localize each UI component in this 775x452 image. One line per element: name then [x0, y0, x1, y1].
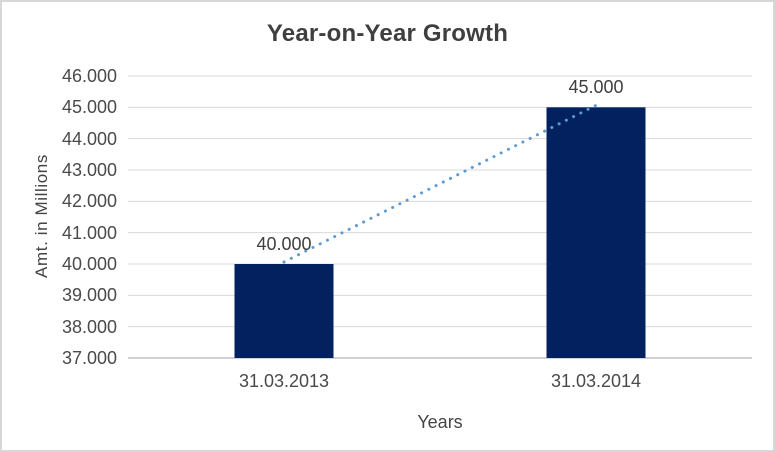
y-tick-label: 46.000	[61, 66, 117, 86]
y-tick-label: 41.000	[61, 222, 117, 243]
y-tick-label: 43.000	[61, 160, 117, 180]
trendline	[282, 103, 598, 264]
bar-31.03.2014	[546, 107, 646, 358]
y-tick-label: 38.000	[61, 316, 117, 337]
y-tick-label: 42.000	[61, 191, 117, 212]
y-tick-label: 39.000	[61, 285, 117, 306]
bar-value-label: 45.000	[568, 77, 624, 98]
y-tick-label: 37.000	[61, 348, 117, 368]
y-tick-label: 45.000	[61, 97, 117, 118]
y-tick-label: 44.000	[61, 128, 117, 149]
bar-31.03.2013	[234, 264, 334, 358]
bar-value-label: 40.000	[256, 234, 312, 254]
chart-title: Year-on-Year Growth	[266, 20, 509, 47]
x-tick-label: 31.03.2013	[238, 371, 330, 391]
x-axis-title: Years	[417, 412, 463, 432]
x-tick-label: 31.03.2014	[550, 371, 642, 391]
y-tick-label: 40.000	[61, 254, 117, 274]
